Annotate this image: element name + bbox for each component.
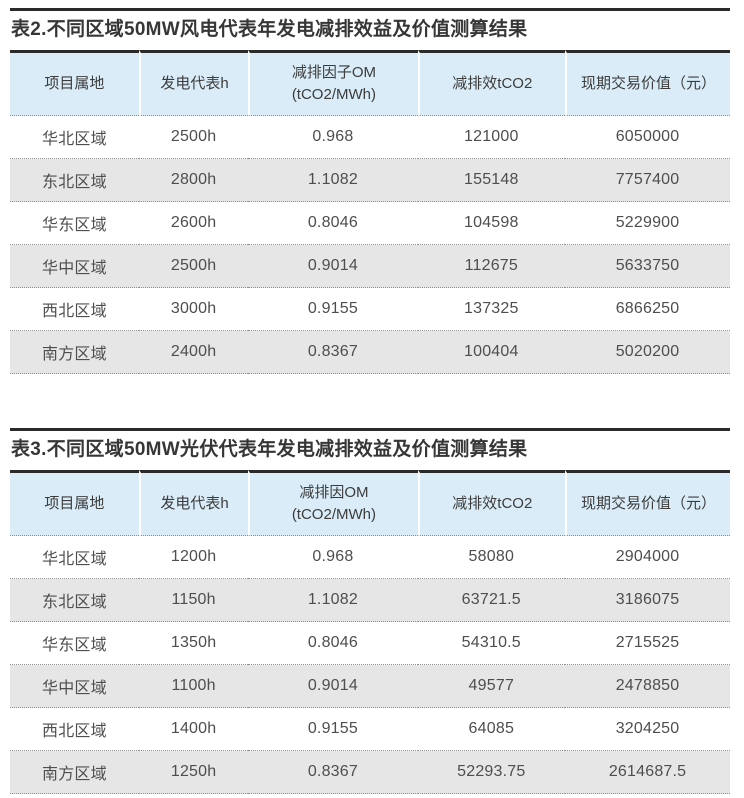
column-header-value: 现期交易价值（元） bbox=[565, 50, 730, 116]
factor-cell: 0.8367 bbox=[248, 751, 418, 794]
table-row: 东北区域 2800h 1.1082 155148 7757400 bbox=[10, 159, 730, 202]
table-row: 华中区域 2500h 0.9014 112675 5633750 bbox=[10, 245, 730, 288]
hours-cell: 2600h bbox=[138, 202, 249, 245]
hours-cell: 2500h bbox=[138, 245, 249, 288]
factor-cell: 1.1082 bbox=[248, 579, 418, 622]
factor-cell: 0.9155 bbox=[248, 288, 418, 331]
column-header-region: 项目属地 bbox=[10, 50, 139, 116]
region-cell: 华东区域 bbox=[10, 202, 139, 245]
top-rule bbox=[10, 428, 730, 431]
factor-cell: 0.8367 bbox=[248, 331, 418, 374]
reduction-cell: 52293.75 bbox=[417, 751, 566, 794]
table-row: 华北区域 2500h 0.968 121000 6050000 bbox=[10, 116, 730, 159]
value-cell: 7757400 bbox=[565, 159, 730, 202]
region-cell: 东北区域 bbox=[10, 159, 139, 202]
hours-cell: 2800h bbox=[138, 159, 249, 202]
table-row: 西北区域 3000h 0.9155 137325 6866250 bbox=[10, 288, 730, 331]
column-header-value: 现期交易价值（元） bbox=[565, 470, 730, 536]
value-cell: 2904000 bbox=[565, 536, 730, 579]
reduction-cell: 104598 bbox=[417, 202, 566, 245]
hours-cell: 1400h bbox=[138, 708, 249, 751]
table-row: 华东区域 1350h 0.8046 54310.5 2715525 bbox=[10, 622, 730, 665]
factor-cell: 1.1082 bbox=[248, 159, 418, 202]
reduction-cell: 100404 bbox=[417, 331, 566, 374]
region-cell: 华中区域 bbox=[10, 245, 139, 288]
factor-cell: 0.9155 bbox=[248, 708, 418, 751]
hours-cell: 1200h bbox=[138, 536, 249, 579]
factor-cell: 0.9014 bbox=[248, 665, 418, 708]
region-cell: 东北区域 bbox=[10, 579, 139, 622]
reduction-cell: 112675 bbox=[417, 245, 566, 288]
column-header-region: 项目属地 bbox=[10, 470, 139, 536]
table-row: 华东区域 2600h 0.8046 104598 5229900 bbox=[10, 202, 730, 245]
factor-cell: 0.968 bbox=[248, 116, 418, 159]
hours-cell: 2500h bbox=[138, 116, 249, 159]
region-cell: 华北区域 bbox=[10, 536, 139, 579]
region-cell: 华东区域 bbox=[10, 622, 139, 665]
hours-cell: 1150h bbox=[138, 579, 249, 622]
table-row: 南方区域 1250h 0.8367 52293.75 2614687.5 bbox=[10, 751, 730, 794]
table-title: 表2.不同区域50MW风电代表年发电减排效益及价值测算结果 bbox=[11, 19, 528, 40]
region-cell: 华中区域 bbox=[10, 665, 139, 708]
reduction-cell: 63721.5 bbox=[417, 579, 566, 622]
reduction-cell: 64085 bbox=[417, 708, 566, 751]
top-rule bbox=[10, 8, 730, 11]
reduction-cell: 54310.5 bbox=[417, 622, 566, 665]
column-header-hours: 发电代表h bbox=[138, 50, 249, 116]
table-row: 西北区域 1400h 0.9155 64085 3204250 bbox=[10, 708, 730, 751]
reduction-cell: 155148 bbox=[417, 159, 566, 202]
table-section-wind: 表2.不同区域50MW风电代表年发电减排效益及价值测算结果 项目属地 发电代表h… bbox=[10, 8, 730, 374]
value-cell: 3204250 bbox=[565, 708, 730, 751]
value-cell: 3186075 bbox=[565, 579, 730, 622]
hours-cell: 2400h bbox=[138, 331, 249, 374]
factor-cell: 0.968 bbox=[248, 536, 418, 579]
factor-cell: 0.9014 bbox=[248, 245, 418, 288]
solar-data-table: 项目属地 发电代表h 减排因OM (tCO2/MWh) 减排效tCO2 现期交易… bbox=[10, 470, 730, 794]
column-header-hours: 发电代表h bbox=[138, 470, 249, 536]
hours-cell: 1100h bbox=[138, 665, 249, 708]
factor-cell: 0.8046 bbox=[248, 622, 418, 665]
header-row: 项目属地 发电代表h 减排因子OM (tCO2/MWh) 减排效tCO2 现期交… bbox=[10, 50, 730, 116]
value-cell: 5020200 bbox=[565, 331, 730, 374]
table-row: 东北区域 1150h 1.1082 63721.5 3186075 bbox=[10, 579, 730, 622]
table-row: 华北区域 1200h 0.968 58080 2904000 bbox=[10, 536, 730, 579]
value-cell: 6866250 bbox=[565, 288, 730, 331]
value-cell: 5633750 bbox=[565, 245, 730, 288]
region-cell: 华北区域 bbox=[10, 116, 139, 159]
hours-cell: 1350h bbox=[138, 622, 249, 665]
table-title: 表3.不同区域50MW光伏代表年发电减排效益及价值测算结果 bbox=[11, 439, 528, 460]
reduction-cell: 58080 bbox=[417, 536, 566, 579]
reduction-cell: 121000 bbox=[417, 116, 566, 159]
table-row: 华中区域 1100h 0.9014 49577 2478850 bbox=[10, 665, 730, 708]
reduction-cell: 49577 bbox=[417, 665, 566, 708]
value-cell: 5229900 bbox=[565, 202, 730, 245]
column-header-factor: 减排因OM (tCO2/MWh) bbox=[248, 470, 418, 536]
value-cell: 2614687.5 bbox=[565, 751, 730, 794]
factor-cell: 0.8046 bbox=[248, 202, 418, 245]
table-row: 南方区域 2400h 0.8367 100404 5020200 bbox=[10, 331, 730, 374]
wind-data-table: 项目属地 发电代表h 减排因子OM (tCO2/MWh) 减排效tCO2 现期交… bbox=[10, 50, 730, 374]
value-cell: 2715525 bbox=[565, 622, 730, 665]
hours-cell: 1250h bbox=[138, 751, 249, 794]
region-cell: 南方区域 bbox=[10, 331, 139, 374]
hours-cell: 3000h bbox=[138, 288, 249, 331]
value-cell: 2478850 bbox=[565, 665, 730, 708]
value-cell: 6050000 bbox=[565, 116, 730, 159]
table-section-solar: 表3.不同区域50MW光伏代表年发电减排效益及价值测算结果 项目属地 发电代表h… bbox=[10, 428, 730, 794]
reduction-cell: 137325 bbox=[417, 288, 566, 331]
header-row: 项目属地 发电代表h 减排因OM (tCO2/MWh) 减排效tCO2 现期交易… bbox=[10, 470, 730, 536]
region-cell: 南方区域 bbox=[10, 751, 139, 794]
column-header-reduction: 减排效tCO2 bbox=[417, 50, 566, 116]
column-header-factor: 减排因子OM (tCO2/MWh) bbox=[248, 50, 418, 116]
region-cell: 西北区域 bbox=[10, 288, 139, 331]
column-header-reduction: 减排效tCO2 bbox=[417, 470, 566, 536]
region-cell: 西北区域 bbox=[10, 708, 139, 751]
